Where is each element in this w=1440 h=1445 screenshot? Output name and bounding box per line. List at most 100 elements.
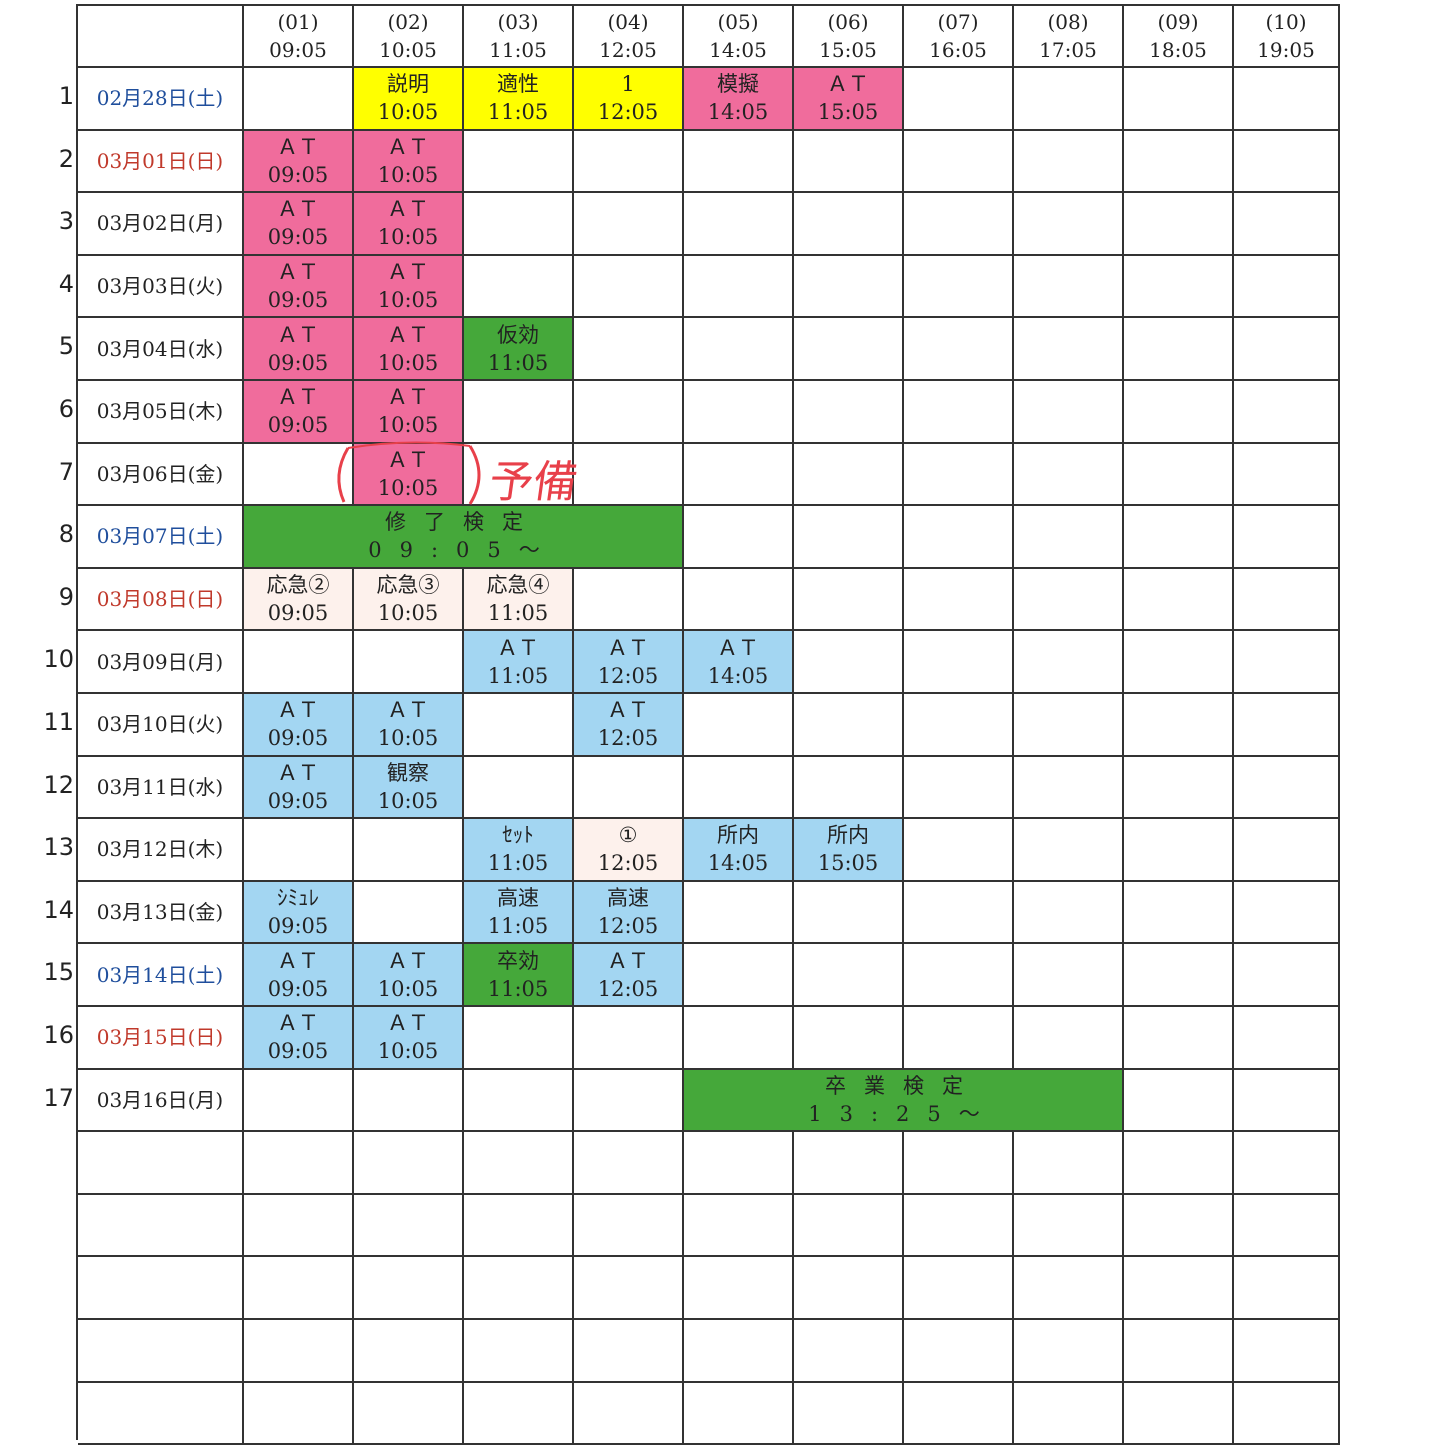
lesson-time: 11:05 [487, 601, 549, 626]
schedule-cell[interactable]: ＡＴ 10:05 [354, 193, 464, 256]
schedule-cell [794, 255, 904, 319]
schedule-cell[interactable]: ＡＴ 12:05 [574, 631, 684, 694]
lesson-label: 高速 [497, 886, 539, 911]
lesson-label: ｼﾐｭﾚ [277, 886, 319, 911]
lesson-time: 10:05 [377, 475, 439, 500]
lesson-label: 観察 [387, 760, 429, 785]
date-label: 03月08日(日) [96, 587, 224, 612]
schedule-cell [904, 819, 1014, 882]
schedule-cell[interactable]: ＡＴ 10:05 [354, 944, 464, 1007]
schedule-cell [1234, 130, 1340, 194]
empty-cell [244, 1320, 354, 1383]
schedule-cell [574, 1069, 684, 1133]
schedule-cell[interactable]: 適性 11:05 [464, 68, 574, 131]
schedule-cell[interactable]: 卒効 11:05 [464, 944, 574, 1007]
schedule-cell[interactable]: ＡＴ 09:05 [244, 381, 354, 444]
empty-cell [1234, 1194, 1340, 1258]
schedule-cell[interactable]: 仮効 11:05 [464, 318, 574, 381]
date-label: 03月14日(土) [96, 962, 224, 987]
schedule-cell [1234, 506, 1340, 569]
schedule-cell[interactable]: ＡＴ 12:05 [574, 694, 684, 757]
schedule-cell[interactable]: ｾｯﾄ 11:05 [464, 819, 574, 882]
date-label: 03月11日(水) [96, 774, 224, 799]
lesson-time: 12:05 [597, 726, 659, 751]
schedule-cell[interactable]: ＡＴ 09:05 [244, 756, 354, 820]
schedule-cell[interactable]: 1 12:05 [574, 68, 684, 131]
schedule-cell[interactable]: 応急④ 11:05 [464, 568, 574, 632]
schedule-cell [684, 193, 794, 256]
schedule-cell[interactable]: ＡＴ 14:05 [684, 631, 794, 694]
schedule-cell[interactable]: ｼﾐｭﾚ 09:05 [244, 881, 354, 945]
schedule-cell [904, 130, 1014, 194]
schedule-cell [684, 255, 794, 319]
schedule-cell[interactable]: ＡＴ 10:05 [354, 443, 464, 507]
schedule-cell [1014, 819, 1124, 882]
lesson-label: ＡＴ [387, 197, 429, 222]
schedule-cell[interactable]: ＡＴ 10:05 [354, 130, 464, 194]
slot-time: 12:05 [599, 37, 657, 62]
date-label: 03月04日(水) [96, 336, 224, 361]
schedule-cell[interactable]: ＡＴ 11:05 [464, 631, 574, 694]
schedule-cell [1234, 631, 1340, 694]
lesson-label: 応急② [266, 573, 330, 598]
schedule-cell[interactable]: 修了検定 09:05～ [244, 506, 684, 569]
schedule-cell[interactable]: 応急③ 10:05 [354, 568, 464, 632]
schedule-cell[interactable]: ＡＴ 09:05 [244, 130, 354, 194]
row-number: 7 [58, 457, 74, 486]
schedule-cell[interactable]: 高速 11:05 [464, 881, 574, 945]
schedule-cell [574, 1007, 684, 1070]
empty-cell [1124, 1132, 1234, 1195]
date-cell: 03月04日(水) [78, 318, 244, 381]
column-header: (02) 10:05 [354, 5, 464, 68]
empty-cell [464, 1320, 574, 1383]
schedule-cell[interactable]: ＡＴ 12:05 [574, 944, 684, 1007]
schedule-cell [904, 694, 1014, 757]
date-label: 03月16日(月) [96, 1087, 224, 1112]
lesson-label: ＡＴ [607, 698, 649, 723]
empty-cell [684, 1194, 794, 1258]
schedule-cell [684, 1007, 794, 1070]
lesson-time: 11:05 [487, 350, 549, 375]
schedule-cell [574, 318, 684, 381]
row-number: 16 [43, 1021, 74, 1049]
schedule-cell[interactable]: ＡＴ 10:05 [354, 694, 464, 757]
empty-cell [904, 1257, 1014, 1320]
schedule-cell[interactable]: 所内 15:05 [794, 819, 904, 882]
schedule-cell[interactable]: ＡＴ 10:05 [354, 318, 464, 381]
schedule-cell[interactable]: ＡＴ 10:05 [354, 381, 464, 444]
column-header: (06) 15:05 [794, 5, 904, 68]
lesson-label: ＡＴ [277, 760, 319, 785]
schedule-cell[interactable]: 卒業検定 13:25～ [684, 1069, 1124, 1133]
lesson-label: 卒効 [497, 948, 539, 973]
schedule-cell[interactable]: ＡＴ 09:05 [244, 694, 354, 757]
schedule-cell [904, 68, 1014, 131]
schedule-cell [1124, 68, 1234, 131]
schedule-cell[interactable]: ＡＴ 09:05 [244, 255, 354, 319]
date-cell: 03月11日(水) [78, 756, 244, 820]
row-number: 4 [58, 269, 74, 298]
schedule-cell[interactable]: ＡＴ 15:05 [794, 68, 904, 131]
lesson-time: 09:05～ [368, 538, 558, 563]
empty-cell [794, 1382, 904, 1445]
empty-cell [1014, 1320, 1124, 1383]
schedule-cell[interactable]: 模擬 14:05 [684, 68, 794, 131]
schedule-cell[interactable]: 高速 12:05 [574, 881, 684, 945]
schedule-cell [794, 944, 904, 1007]
empty-cell [78, 1382, 244, 1445]
empty-cell [1014, 1132, 1124, 1195]
empty-cell [1014, 1382, 1124, 1445]
schedule-cell[interactable]: ＡＴ 10:05 [354, 1007, 464, 1070]
schedule-cell[interactable]: ① 12:05 [574, 819, 684, 882]
schedule-cell [1234, 381, 1340, 444]
schedule-cell[interactable]: 所内 14:05 [684, 819, 794, 882]
schedule-cell[interactable]: ＡＴ 09:05 [244, 193, 354, 256]
schedule-cell[interactable]: 応急② 09:05 [244, 568, 354, 632]
schedule-cell[interactable]: ＡＴ 09:05 [244, 318, 354, 381]
empty-cell [574, 1194, 684, 1258]
slot-number: (05) [717, 9, 759, 34]
schedule-cell[interactable]: 観察 10:05 [354, 756, 464, 820]
schedule-cell[interactable]: 説明 10:05 [354, 68, 464, 131]
schedule-cell[interactable]: ＡＴ 09:05 [244, 1007, 354, 1070]
schedule-cell[interactable]: ＡＴ 10:05 [354, 255, 464, 319]
schedule-cell[interactable]: ＡＴ 09:05 [244, 944, 354, 1007]
